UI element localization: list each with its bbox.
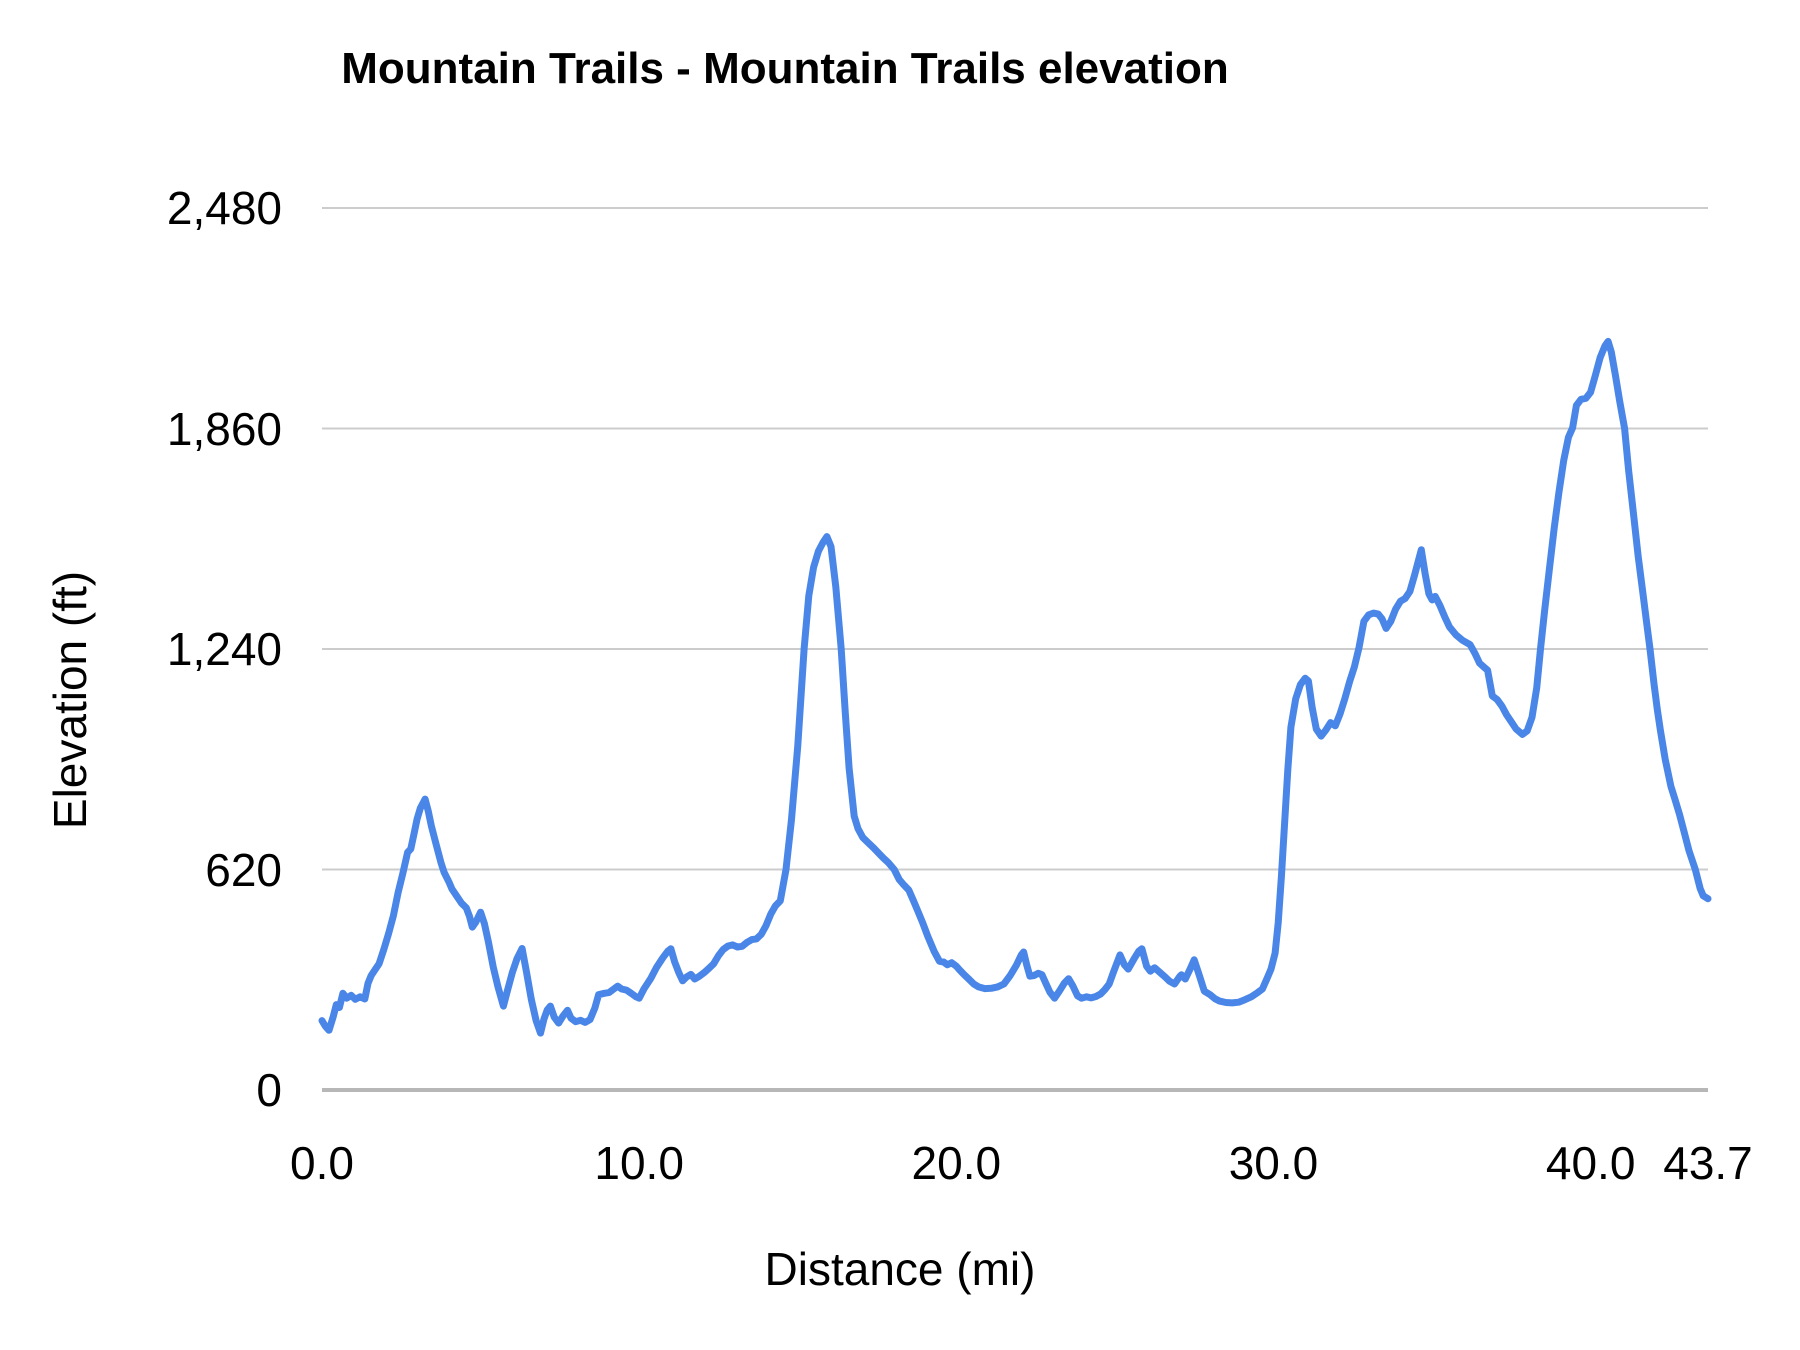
y-tick-label: 0 <box>256 1064 282 1116</box>
y-tick-label: 1,860 <box>166 402 282 455</box>
y-tick-label: 620 <box>205 843 282 896</box>
elevation-line <box>318 337 1712 1037</box>
chart-title: Mountain Trails - Mountain Trails elevat… <box>341 44 1229 93</box>
y-axis-title: Elevation (ft) <box>44 570 96 830</box>
x-tick-label: 30.0 <box>1228 1137 1319 1189</box>
x-tick-label: 40.0 <box>1545 1137 1636 1189</box>
y-tick-label: 2,480 <box>166 182 282 234</box>
x-tick-label: 20.0 <box>911 1137 1002 1189</box>
x-tick-label: 0.0 <box>290 1137 354 1189</box>
x-tick-label: 10.0 <box>594 1137 684 1189</box>
x-axis-title: Distance (mi) <box>764 1243 1036 1295</box>
y-tick-label: 1,240 <box>166 623 282 675</box>
x-tick-label: 43.7 <box>1663 1137 1753 1189</box>
